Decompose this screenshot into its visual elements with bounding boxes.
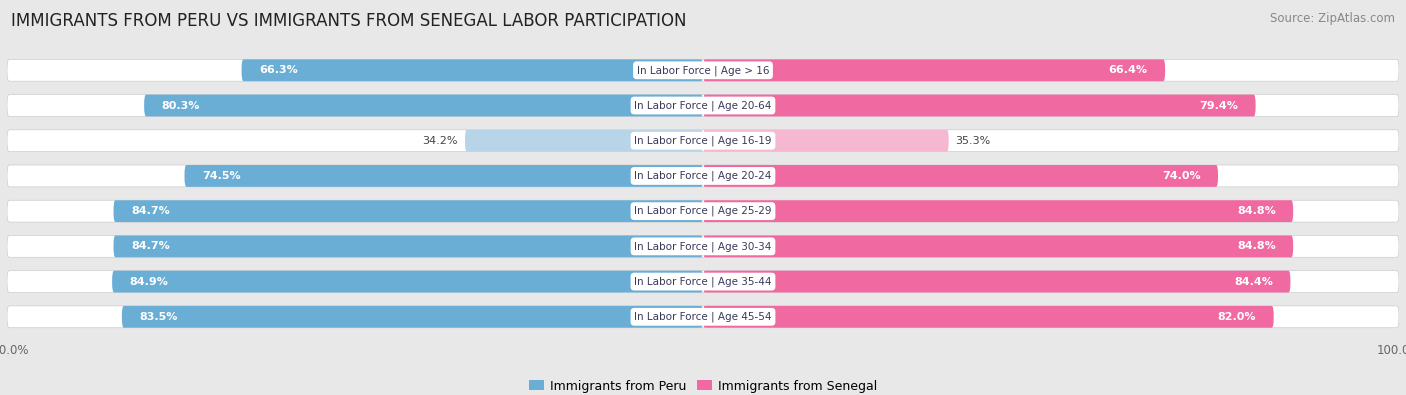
FancyBboxPatch shape: [703, 306, 1274, 328]
Text: 83.5%: 83.5%: [139, 312, 177, 322]
Text: In Labor Force | Age 25-29: In Labor Force | Age 25-29: [634, 206, 772, 216]
Text: 66.3%: 66.3%: [259, 65, 298, 75]
Text: In Labor Force | Age 16-19: In Labor Force | Age 16-19: [634, 135, 772, 146]
Text: 84.8%: 84.8%: [1237, 241, 1275, 251]
Text: In Labor Force | Age 45-54: In Labor Force | Age 45-54: [634, 312, 772, 322]
FancyBboxPatch shape: [703, 165, 1218, 187]
Text: 84.7%: 84.7%: [131, 206, 170, 216]
FancyBboxPatch shape: [7, 130, 1399, 152]
FancyBboxPatch shape: [703, 94, 1256, 117]
FancyBboxPatch shape: [114, 235, 703, 257]
FancyBboxPatch shape: [703, 271, 1291, 293]
Text: 84.9%: 84.9%: [129, 276, 169, 287]
Text: 84.8%: 84.8%: [1237, 206, 1275, 216]
FancyBboxPatch shape: [7, 271, 1399, 293]
Text: 34.2%: 34.2%: [423, 136, 458, 146]
FancyBboxPatch shape: [122, 306, 703, 328]
FancyBboxPatch shape: [114, 200, 703, 222]
Text: 84.7%: 84.7%: [131, 241, 170, 251]
FancyBboxPatch shape: [703, 59, 1166, 81]
Text: IMMIGRANTS FROM PERU VS IMMIGRANTS FROM SENEGAL LABOR PARTICIPATION: IMMIGRANTS FROM PERU VS IMMIGRANTS FROM …: [11, 12, 686, 30]
FancyBboxPatch shape: [7, 306, 1399, 328]
Legend: Immigrants from Peru, Immigrants from Senegal: Immigrants from Peru, Immigrants from Se…: [524, 375, 882, 395]
FancyBboxPatch shape: [465, 130, 703, 152]
Text: 80.3%: 80.3%: [162, 100, 200, 111]
FancyBboxPatch shape: [703, 200, 1294, 222]
FancyBboxPatch shape: [7, 59, 1399, 81]
FancyBboxPatch shape: [112, 271, 703, 293]
FancyBboxPatch shape: [7, 200, 1399, 222]
FancyBboxPatch shape: [145, 94, 703, 117]
Text: In Labor Force | Age 35-44: In Labor Force | Age 35-44: [634, 276, 772, 287]
Text: In Labor Force | Age 30-34: In Labor Force | Age 30-34: [634, 241, 772, 252]
FancyBboxPatch shape: [7, 94, 1399, 117]
Text: 35.3%: 35.3%: [956, 136, 991, 146]
Text: In Labor Force | Age 20-24: In Labor Force | Age 20-24: [634, 171, 772, 181]
Text: 74.5%: 74.5%: [202, 171, 240, 181]
FancyBboxPatch shape: [242, 59, 703, 81]
Text: 84.4%: 84.4%: [1234, 276, 1272, 287]
Text: 79.4%: 79.4%: [1199, 100, 1239, 111]
FancyBboxPatch shape: [703, 130, 949, 152]
FancyBboxPatch shape: [7, 165, 1399, 187]
Text: In Labor Force | Age > 16: In Labor Force | Age > 16: [637, 65, 769, 75]
FancyBboxPatch shape: [703, 235, 1294, 257]
Text: 82.0%: 82.0%: [1218, 312, 1257, 322]
Text: 66.4%: 66.4%: [1109, 65, 1147, 75]
FancyBboxPatch shape: [184, 165, 703, 187]
Text: In Labor Force | Age 20-64: In Labor Force | Age 20-64: [634, 100, 772, 111]
Text: 74.0%: 74.0%: [1161, 171, 1201, 181]
FancyBboxPatch shape: [7, 235, 1399, 257]
Text: Source: ZipAtlas.com: Source: ZipAtlas.com: [1270, 12, 1395, 25]
